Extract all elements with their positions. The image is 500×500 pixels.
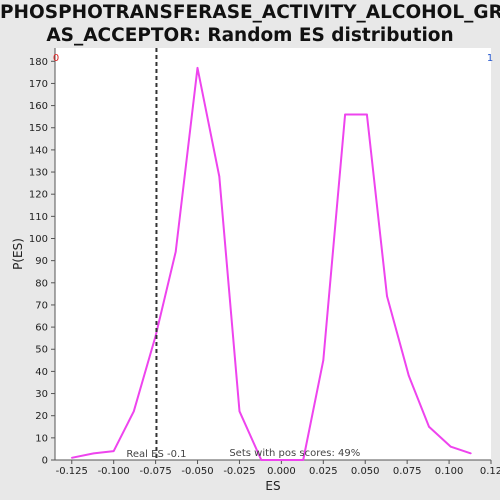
y-tick-label: 30 [35, 389, 48, 400]
data-point [428, 425, 430, 428]
data-point [280, 459, 283, 461]
y-tick-label: 140 [29, 145, 48, 156]
data-point [112, 450, 115, 452]
y-tick-label: 80 [35, 278, 48, 289]
y-tick-label: 130 [29, 168, 48, 179]
real-es-label: Real ES -0.1 [126, 449, 186, 460]
plot-area [55, 48, 491, 460]
x-tick-label: -0.075 [139, 466, 171, 477]
x-tick-label: -0.025 [223, 466, 255, 477]
y-axis: 0 10 20 30 40 50 60 70 80 90 100 110 120 130 140 150 160… [29, 48, 56, 467]
data-point [174, 250, 177, 253]
data-point [302, 459, 304, 461]
data-point [322, 359, 325, 362]
y-tick-label: 160 [29, 101, 48, 112]
data-point [92, 452, 95, 455]
y-tick-label: 0 [42, 456, 48, 467]
chart-title: PHOSPHOTRANSFERASE_ACTIVITY_ALCOHOL_GROU… [0, 1, 500, 47]
y-tick-label: 40 [35, 367, 48, 378]
pos-scores-annotation: Sets with pos scores: 49% [229, 448, 360, 459]
x-tick-label: 0.025 [309, 466, 338, 477]
y-tick-label: 70 [35, 300, 48, 311]
y-tick-label: 10 [35, 433, 48, 444]
data-point [386, 295, 388, 297]
y-tick-label: 170 [29, 79, 48, 90]
y-tick-label: 90 [35, 256, 48, 267]
x-tick-label: 0.075 [393, 466, 422, 477]
left-marker: 0 [53, 53, 59, 64]
y-tick-label: 120 [29, 190, 48, 201]
data-point [366, 113, 368, 116]
data-point [196, 67, 199, 69]
x-axis: -0.125 -0.100 -0.075 -0.050 -0.025 0.000 0.025… [55, 459, 500, 477]
y-tick-label: 60 [35, 323, 48, 334]
data-point [449, 445, 452, 448]
y-axis-label: P(ES) [11, 238, 25, 270]
data-point [470, 452, 472, 455]
data-point [238, 410, 241, 413]
y-tick-label: 150 [29, 123, 48, 134]
y-tick-label: 50 [35, 345, 48, 356]
data-point [344, 113, 346, 116]
data-point [260, 459, 263, 461]
x-tick-label: -0.100 [98, 466, 130, 477]
chart-title-line2: AS_ACCEPTOR: Random ES distribution [46, 25, 454, 46]
y-tick-label: 110 [29, 212, 48, 223]
right-marker: 1 [487, 53, 493, 64]
x-tick-label: 0.100 [435, 466, 464, 477]
data-point [133, 410, 135, 413]
data-point [70, 456, 73, 459]
y-tick-label: 20 [35, 411, 48, 422]
series-line [71, 66, 472, 461]
y-tick-label: 180 [29, 57, 48, 68]
y-tick-label: 100 [29, 234, 48, 245]
x-tick-label: 0.12 [480, 466, 500, 477]
x-tick-label: 0.050 [351, 466, 380, 477]
x-tick-label: -0.125 [56, 466, 88, 477]
x-tick-label: 0.000 [267, 466, 296, 477]
data-point [408, 375, 410, 377]
x-axis-label: ES [265, 479, 280, 493]
x-tick-label: -0.050 [181, 466, 213, 477]
data-point [218, 175, 221, 178]
chart-title-line1: PHOSPHOTRANSFERASE_ACTIVITY_ALCOHOL_GROU… [0, 2, 500, 23]
